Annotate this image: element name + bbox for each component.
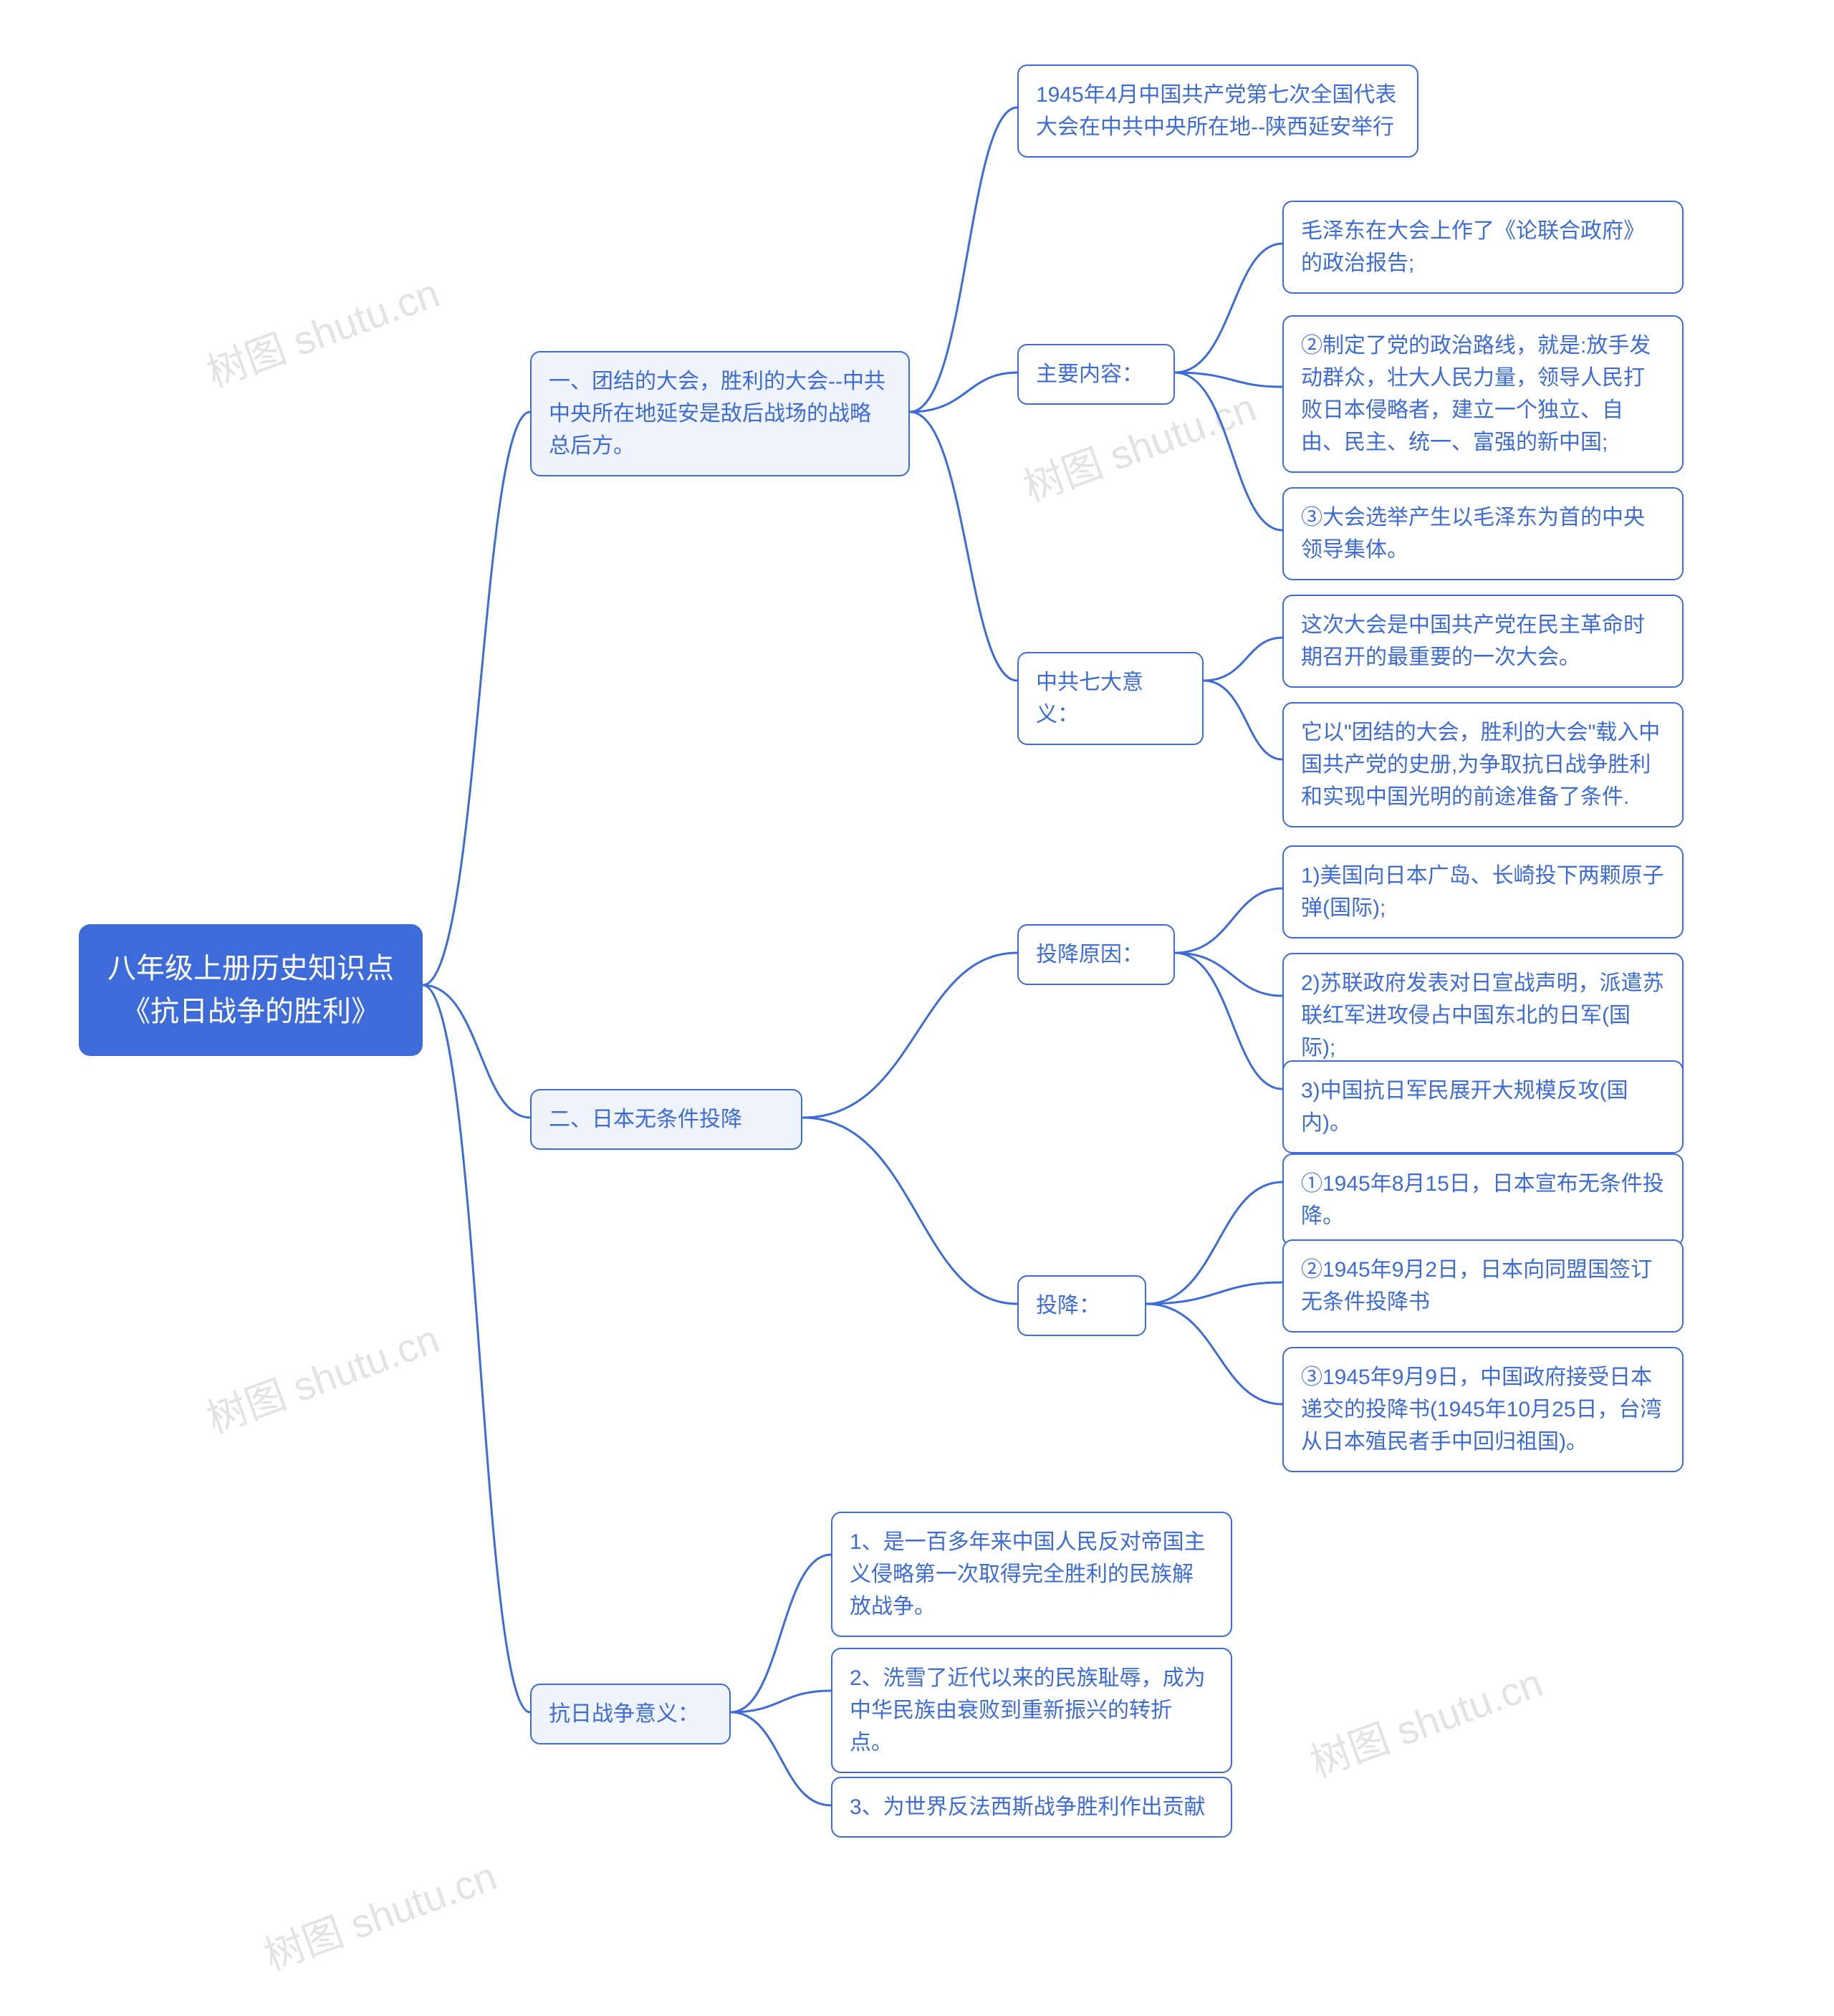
leaf-node: 1、是一百多年来中国人民反对帝国主义侵略第一次取得完全胜利的民族解放战争。 bbox=[831, 1512, 1232, 1637]
leaf-node: 它以"团结的大会，胜利的大会"载入中国共产党的史册,为争取抗日战争胜利和实现中国… bbox=[1282, 702, 1684, 827]
leaf-node: ③大会选举产生以毛泽东为首的中央领导集体。 bbox=[1282, 487, 1684, 580]
leaf-node: 这次大会是中国共产党在民主革命时期召开的最重要的一次大会。 bbox=[1282, 595, 1684, 688]
leaf-node: 毛泽东在大会上作了《论联合政府》的政治报告; bbox=[1282, 201, 1684, 294]
leaf-node: ②制定了党的政治路线，就是:放手发动群众，壮大人民力量，领导人民打败日本侵略者，… bbox=[1282, 315, 1684, 473]
leaf-node: ②1945年9月2日，日本向同盟国签订无条件投降书 bbox=[1282, 1239, 1684, 1333]
sub-node: 投降原因： bbox=[1017, 924, 1175, 985]
leaf-node: 1)美国向日本广岛、长崎投下两颗原子弹(国际); bbox=[1282, 845, 1684, 939]
leaf-node: 1945年4月中国共产党第七次全国代表大会在中共中央所在地--陕西延安举行 bbox=[1017, 64, 1418, 158]
watermark: 树图 shutu.cn bbox=[198, 261, 446, 398]
leaf-node: 2、洗雪了近代以来的民族耻辱，成为中华民族由衰败到重新振兴的转折点。 bbox=[831, 1648, 1232, 1773]
branch-node-3: 抗日战争意义： bbox=[530, 1684, 731, 1744]
watermark: 树图 shutu.cn bbox=[198, 1307, 446, 1444]
branch-node-1: 一、团结的大会，胜利的大会--中共中央所在地延安是敌后战场的战略总后方。 bbox=[530, 351, 910, 476]
watermark: 树图 shutu.cn bbox=[1301, 1651, 1550, 1788]
watermark: 树图 shutu.cn bbox=[255, 1844, 504, 1982]
sub-node: 主要内容： bbox=[1017, 344, 1175, 405]
leaf-node: 2)苏联政府发表对日宣战声明，派遣苏联红军进攻侵占中国东北的日军(国际); bbox=[1282, 953, 1684, 1078]
leaf-node: 3、为世界反法西斯战争胜利作出贡献 bbox=[831, 1777, 1232, 1838]
leaf-node: 3)中国抗日军民展开大规模反攻(国内)。 bbox=[1282, 1060, 1684, 1153]
leaf-node: ①1945年8月15日，日本宣布无条件投降。 bbox=[1282, 1153, 1684, 1247]
sub-node: 投降： bbox=[1017, 1275, 1146, 1336]
leaf-node: ③1945年9月9日，中国政府接受日本递交的投降书(1945年10月25日，台湾… bbox=[1282, 1347, 1684, 1472]
branch-node-2: 二、日本无条件投降 bbox=[530, 1089, 802, 1150]
sub-node: 中共七大意义： bbox=[1017, 652, 1204, 745]
root-node: 八年级上册历史知识点《抗日战争的胜利》 bbox=[79, 924, 423, 1056]
